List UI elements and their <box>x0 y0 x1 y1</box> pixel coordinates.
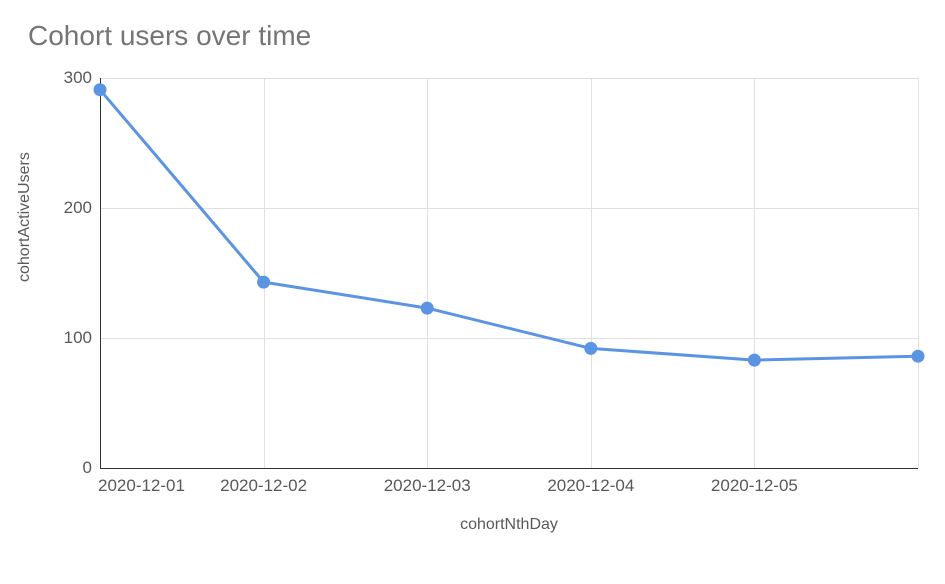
data-point <box>912 350 925 363</box>
data-point <box>584 342 597 355</box>
line-series-layer <box>0 0 945 584</box>
data-point <box>748 354 761 367</box>
data-point <box>257 276 270 289</box>
data-point <box>94 83 107 96</box>
chart-container: Cohort users over time cohortActiveUsers… <box>0 0 945 584</box>
data-point <box>421 302 434 315</box>
data-line <box>100 90 918 360</box>
